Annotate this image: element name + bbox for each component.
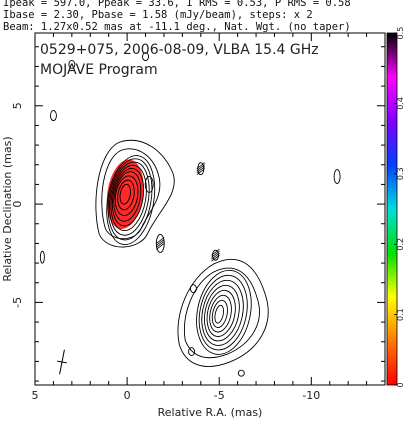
jet-knot-contour (196, 269, 252, 355)
polarization-vector (211, 254, 220, 262)
polarization-vector (156, 239, 165, 246)
x-tick-label: -10 (302, 389, 320, 402)
y-tick-label: 0 (11, 201, 24, 208)
core-polarization-fill (106, 159, 144, 230)
x-axis-label: Relative R.A. (mas) (158, 406, 263, 419)
jet-knot-contour (206, 289, 236, 337)
header-line-3: Beam: 1.27x0.52 mas at -11.1 deg., Nat. … (3, 21, 351, 33)
y-axis-label: Relative Declination (mas) (1, 136, 14, 281)
y-tick-label: -5 (11, 297, 24, 308)
polarization-vector (211, 250, 220, 258)
noise-contour (144, 175, 154, 193)
polarization-vector (196, 164, 206, 172)
colorbar (386, 32, 398, 386)
colorbar-tick-label: 0.5 (396, 27, 405, 40)
header-line-2: Ibase = 2.30, Pbase = 1.58 (mJy/beam), s… (3, 9, 313, 21)
header-line-1: Ipeak = 597.0, Ppeak = 33.6, I RMS = 0.5… (3, 0, 351, 9)
core-contours (95, 140, 175, 248)
core-contour-outer (101, 148, 161, 240)
core-contour (109, 161, 150, 236)
noise-contour (142, 52, 149, 62)
noise-contour (68, 60, 76, 69)
noise-contour (197, 162, 205, 176)
core-contour (111, 168, 145, 227)
colorbar-tick-label: 0.1 (396, 308, 405, 321)
x-tick-label: 5 (32, 389, 39, 402)
plot-background (35, 33, 385, 385)
plot-area (35, 33, 385, 385)
core-contour (119, 183, 131, 205)
colorbar-tick-label: 0.3 (396, 167, 405, 180)
core-contour (114, 175, 139, 216)
jet-knot-contour (203, 284, 240, 342)
noise-contour (188, 347, 196, 357)
core-contour (110, 164, 147, 231)
polarization-vector (156, 241, 165, 248)
core-contour (117, 179, 135, 211)
jet-knot-contour (214, 304, 224, 324)
plot-frame (34, 32, 386, 386)
axis-ticks (34, 33, 386, 385)
core-contour (113, 171, 142, 222)
x-tick-label: 0 (124, 389, 131, 402)
polarization-vector (196, 168, 206, 176)
beam-minor-axis (57, 360, 67, 364)
polarization-vector (156, 237, 165, 244)
y-tick-label: 5 (11, 102, 24, 109)
polarization-vector (211, 248, 220, 256)
polarization-vector (211, 252, 220, 260)
core-contour (106, 155, 156, 246)
jet-knot-contour (198, 274, 248, 351)
noise-contour (39, 250, 45, 264)
colorbar-tick-label: 0.4 (396, 97, 405, 110)
jet-knot-contour (209, 294, 232, 333)
polarization-vector (196, 162, 206, 170)
jet-knot-contour (211, 299, 228, 328)
core-contour-outer (95, 140, 175, 248)
noise-contour (49, 110, 57, 122)
noise-contour (237, 369, 245, 377)
polarization-vector (196, 166, 206, 174)
polarization-vectors (156, 162, 220, 262)
noise-contour (189, 284, 197, 294)
core-contour (107, 158, 153, 241)
beam-cross (57, 349, 67, 375)
colorbar-tick-label: 0.2 (396, 238, 405, 251)
x-tick-label: -5 (214, 389, 225, 402)
noise-contours (39, 52, 341, 377)
colorbar-tick-label: 0 (396, 382, 405, 387)
plot-title: 0529+075, 2006-08-09, VLBA 15.4 GHz (40, 42, 319, 58)
noise-contour (212, 249, 219, 261)
jet-knot-contour (201, 279, 244, 346)
noise-contour (333, 169, 341, 185)
polarization-vector (156, 243, 165, 250)
plot-subtitle: MOJAVE Program (40, 62, 158, 78)
jet-knot-contour-outer (184, 267, 260, 359)
